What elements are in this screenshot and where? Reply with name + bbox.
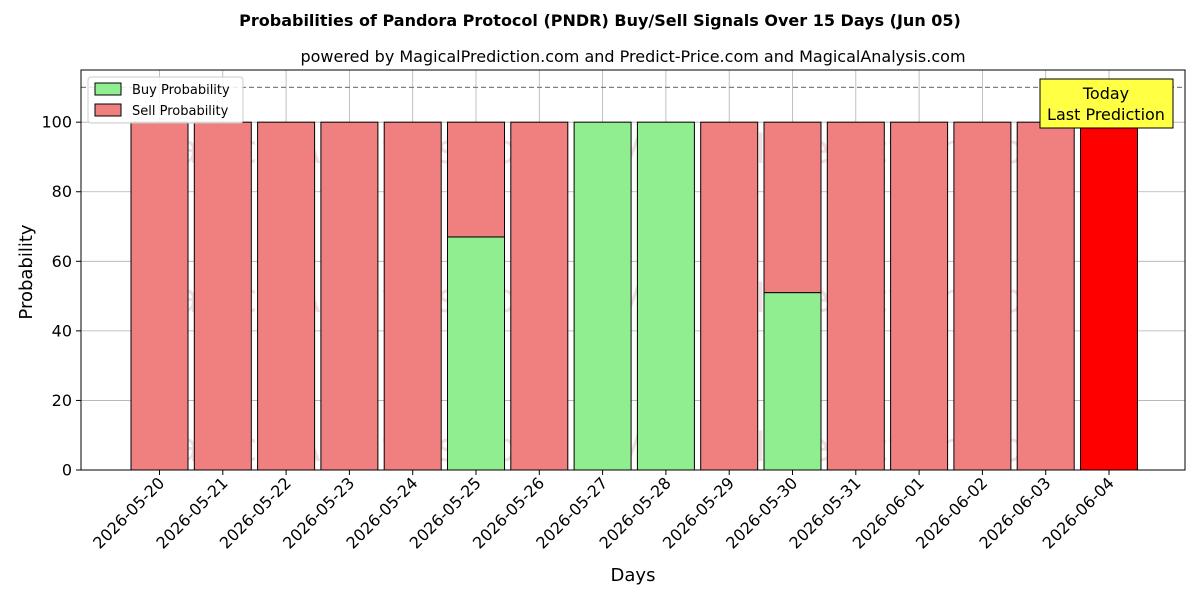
legend-frame: [87, 76, 244, 124]
legend-label-sell: Sell Probability: [132, 104, 229, 119]
y-tick-label: 100: [41, 113, 72, 132]
bar-sell: [447, 121, 505, 238]
bar-sell: [953, 121, 1012, 471]
bar-sell: [763, 121, 822, 294]
legend-label-buy: Buy Probability: [132, 83, 230, 98]
legend: Buy Probability Sell Probability: [87, 76, 244, 124]
bar-sell: [700, 121, 759, 471]
bar-buy: [573, 121, 632, 471]
bar-sell: [193, 121, 252, 471]
bar-sell: [510, 121, 569, 471]
bar-sell: [1016, 121, 1075, 471]
y-tick-label: 20: [52, 391, 72, 410]
x-axis: 2026-05-202026-05-212026-05-222026-05-23…: [89, 470, 1118, 553]
y-axis: 0 20 40 60 80 100: [41, 113, 81, 480]
bar-sell: [826, 121, 885, 471]
bar-sell: [383, 121, 442, 471]
x-axis-label: Days: [611, 565, 656, 586]
chart-title: Probabilities of Pandora Protocol (PNDR)…: [239, 11, 961, 30]
bars: [130, 121, 1138, 471]
y-tick-label: 0: [62, 461, 72, 480]
y-tick-label: 40: [52, 321, 72, 340]
bar-sell: [1080, 121, 1138, 471]
legend-swatch-buy: [94, 82, 122, 96]
bar-sell: [257, 121, 316, 471]
annotation-line2: Last Prediction: [1047, 105, 1165, 124]
bar-buy: [763, 292, 822, 471]
bar-sell: [890, 121, 949, 471]
bar-sell: [320, 121, 379, 471]
today-annotation: Today Last Prediction: [1039, 78, 1174, 129]
annotation-box: [1039, 78, 1174, 129]
y-tick-label: 60: [52, 252, 72, 271]
plot-frame: [80, 69, 1186, 471]
bar-buy: [447, 236, 505, 471]
y-tick-label: 80: [52, 182, 72, 201]
annotation-line1: Today: [1082, 84, 1129, 103]
bar-buy: [636, 121, 695, 471]
legend-swatch-sell: [94, 103, 122, 117]
bar-sell: [130, 121, 189, 471]
y-axis-label: Probability: [16, 224, 37, 319]
chart-subtitle: powered by MagicalPrediction.com and Pre…: [300, 47, 965, 66]
